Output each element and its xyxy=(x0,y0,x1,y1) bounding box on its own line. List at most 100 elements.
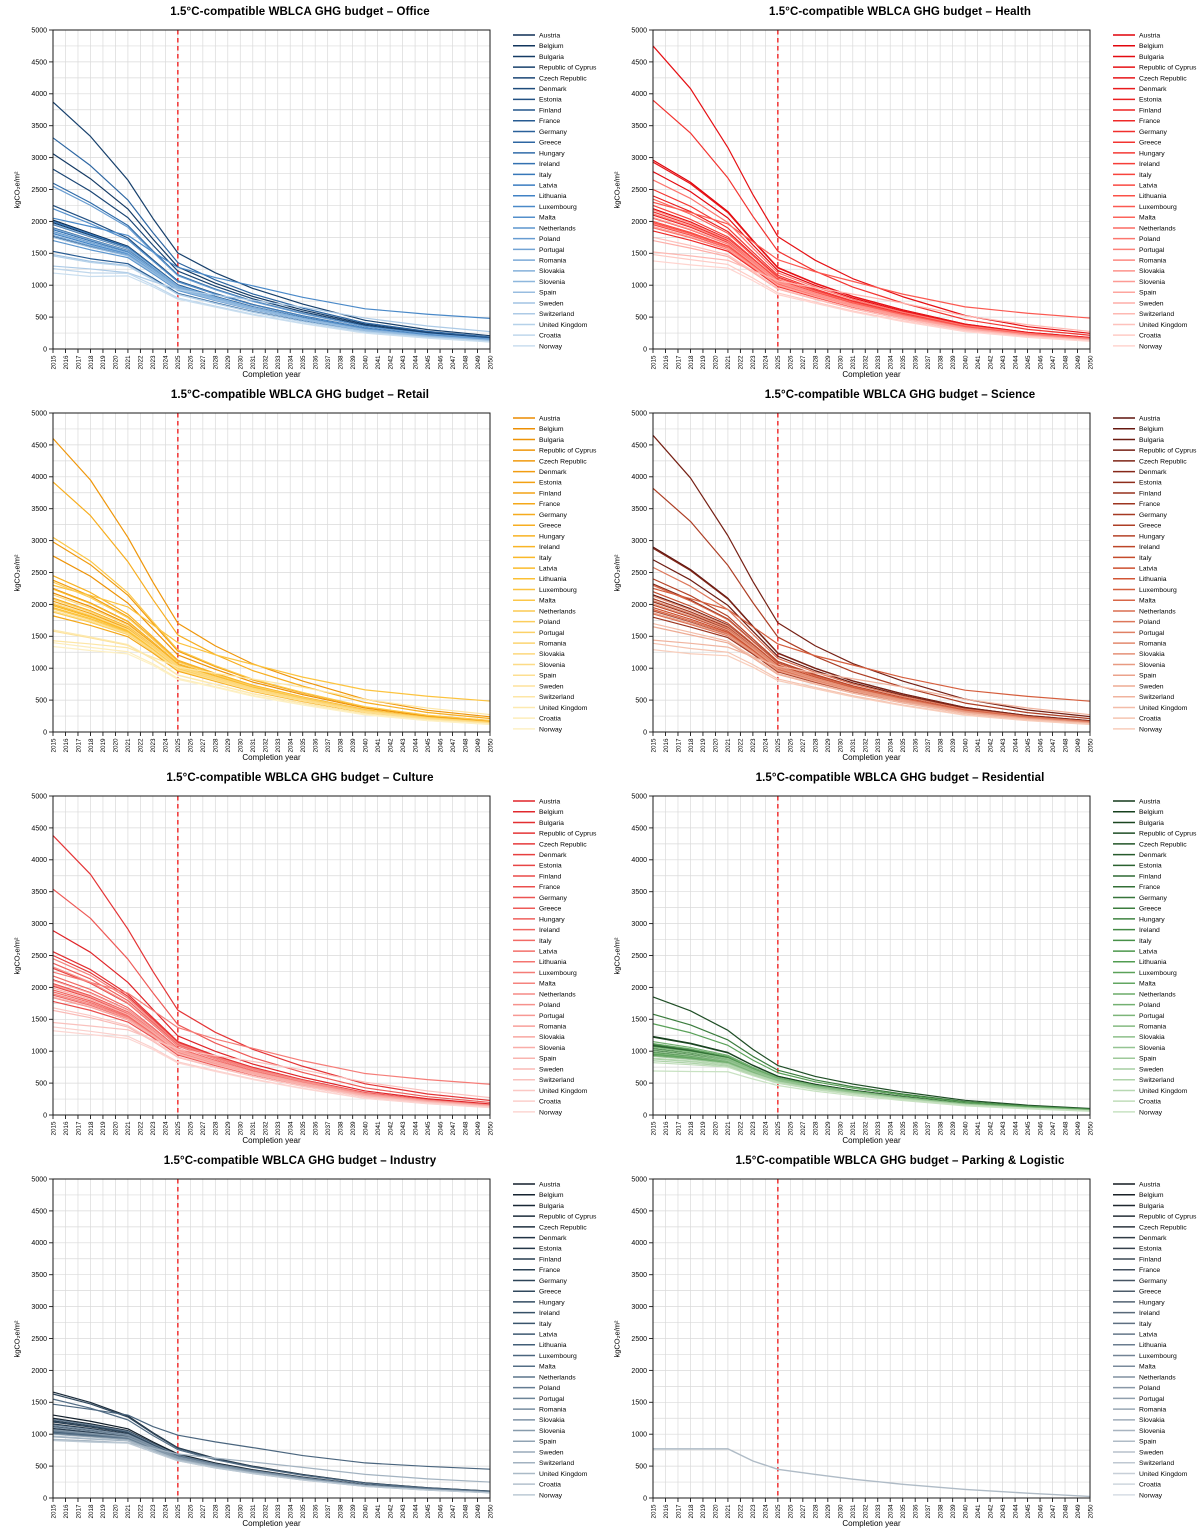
series-line-czech-republic xyxy=(652,161,1091,339)
x-tick-label: 2034 xyxy=(888,1504,895,1519)
legend-label: Portugal xyxy=(539,1396,565,1403)
legend-label: Sweden xyxy=(1139,1449,1164,1456)
legend-label: Switzerland xyxy=(539,1077,574,1084)
x-tick-label: 2026 xyxy=(188,1121,195,1136)
x-tick-label: 2021 xyxy=(125,738,132,753)
series-line-italy xyxy=(652,204,1091,340)
x-tick-label: 2039 xyxy=(350,355,357,370)
legend-label: Germany xyxy=(1139,129,1168,136)
x-axis-label: Completion year xyxy=(842,1519,901,1528)
legend-label: Estonia xyxy=(539,480,562,487)
series-line-bulgaria xyxy=(52,153,491,339)
x-tick-label: 2044 xyxy=(412,738,419,753)
x-tick-label: 2050 xyxy=(1087,738,1094,753)
series-line-romania xyxy=(652,1048,1091,1112)
y-tick-label: 2000 xyxy=(631,1368,647,1375)
y-tick-label: 4500 xyxy=(631,825,647,832)
legend-label: Latvia xyxy=(1139,948,1157,955)
x-tick-label: 2043 xyxy=(1000,738,1007,753)
x-tick-label: 2032 xyxy=(263,1504,270,1519)
x-tick-label: 2040 xyxy=(962,1504,969,1519)
x-tick-label: 2045 xyxy=(425,1504,432,1519)
x-tick-label: 2035 xyxy=(300,738,307,753)
x-axis-label: Completion year xyxy=(242,1519,301,1528)
legend-label: Hungary xyxy=(539,1299,565,1306)
x-tick-label: 2043 xyxy=(1000,355,1007,370)
x-tick-label: 2037 xyxy=(925,355,932,370)
x-tick-label: 2027 xyxy=(800,738,807,753)
legend-label: Austria xyxy=(1139,32,1160,39)
x-tick-label: 2044 xyxy=(1012,1121,1019,1136)
legend-label: Estonia xyxy=(1139,97,1162,104)
x-tick-label: 2034 xyxy=(288,1121,295,1136)
x-tick-label: 2041 xyxy=(975,355,982,370)
x-tick-label: 2024 xyxy=(163,355,170,370)
series-line-switzerland xyxy=(652,639,1091,716)
x-tick-label: 2019 xyxy=(700,1504,707,1519)
legend-label: Belgium xyxy=(539,1192,564,1199)
chart-cell-residential: 1.5°C-compatible WBLCA GHG budget – Resi… xyxy=(600,766,1200,1149)
x-tick-label: 2037 xyxy=(925,738,932,753)
y-tick-label: 5000 xyxy=(631,793,647,800)
x-tick-label: 2035 xyxy=(900,1504,907,1519)
x-tick-label: 2034 xyxy=(888,1121,895,1136)
x-tick-label: 2015 xyxy=(650,1504,657,1519)
y-tick-label: 4500 xyxy=(31,442,47,449)
legend-label: Netherlands xyxy=(1139,608,1176,615)
x-tick-label: 2047 xyxy=(1050,1121,1057,1136)
legend-label: Finland xyxy=(1139,873,1162,880)
series-line-norway xyxy=(652,649,1091,726)
series-line-sweden xyxy=(52,1436,491,1494)
x-tick-label: 2016 xyxy=(663,355,670,370)
x-tick-label: 2022 xyxy=(738,1504,745,1519)
x-tick-label: 2019 xyxy=(100,355,107,370)
x-tick-label: 2033 xyxy=(275,738,282,753)
chart-title-industry: 1.5°C-compatible WBLCA GHG budget – Indu… xyxy=(163,1155,437,1167)
y-tick-label: 4500 xyxy=(31,825,47,832)
y-tick-label: 4500 xyxy=(631,1208,647,1215)
legend-label: Switzerland xyxy=(1139,1460,1174,1467)
y-tick-label: 4000 xyxy=(631,91,647,98)
series-line-hungary xyxy=(52,962,491,1106)
x-axis-label: Completion year xyxy=(242,370,301,379)
x-tick-label: 2029 xyxy=(225,738,232,753)
series-line-norway xyxy=(52,1030,491,1109)
legend-label: Bulgaria xyxy=(1139,437,1164,444)
series-line-finland xyxy=(52,985,491,1107)
y-tick-label: 2500 xyxy=(631,570,647,577)
x-tick-label: 2042 xyxy=(987,355,994,370)
legend-label: Romania xyxy=(539,1407,566,1414)
x-tick-label: 2022 xyxy=(138,738,145,753)
x-tick-label: 2018 xyxy=(688,1504,695,1519)
x-tick-label: 2021 xyxy=(125,1121,132,1136)
series-line-bulgaria xyxy=(52,555,491,722)
x-tick-label: 2017 xyxy=(675,1121,682,1136)
x-tick-label: 2028 xyxy=(813,738,820,753)
series-line-estonia xyxy=(52,204,491,341)
x-tick-label: 2024 xyxy=(163,1121,170,1136)
legend-label: Sweden xyxy=(539,683,564,690)
legend-label: Bulgaria xyxy=(539,820,564,827)
series-line-poland xyxy=(652,179,1091,339)
x-tick-label: 2031 xyxy=(850,355,857,370)
x-tick-label: 2045 xyxy=(1025,738,1032,753)
chart-cell-science: 1.5°C-compatible WBLCA GHG budget – Scie… xyxy=(600,383,1200,766)
x-tick-label: 2031 xyxy=(250,355,257,370)
legend-label: Luxembourg xyxy=(1139,1353,1177,1360)
legend-label: Italy xyxy=(1139,555,1152,562)
legend-label: Malta xyxy=(539,1364,556,1371)
legend-label: Belgium xyxy=(539,43,564,50)
x-tick-label: 2025 xyxy=(775,738,782,753)
legend-label: France xyxy=(1139,118,1160,125)
x-tick-label: 2025 xyxy=(175,1121,182,1136)
x-tick-label: 2015 xyxy=(50,355,57,370)
x-tick-label: 2032 xyxy=(863,1504,870,1519)
legend-label: Portugal xyxy=(1139,630,1165,637)
y-tick-label: 5000 xyxy=(631,1176,647,1183)
x-tick-label: 2049 xyxy=(1075,1504,1082,1519)
legend-label: Estonia xyxy=(539,1246,562,1253)
x-tick-label: 2032 xyxy=(263,355,270,370)
series-line-germany xyxy=(652,211,1091,341)
x-tick-label: 2036 xyxy=(313,1504,320,1519)
legend-label: Latvia xyxy=(539,182,557,189)
